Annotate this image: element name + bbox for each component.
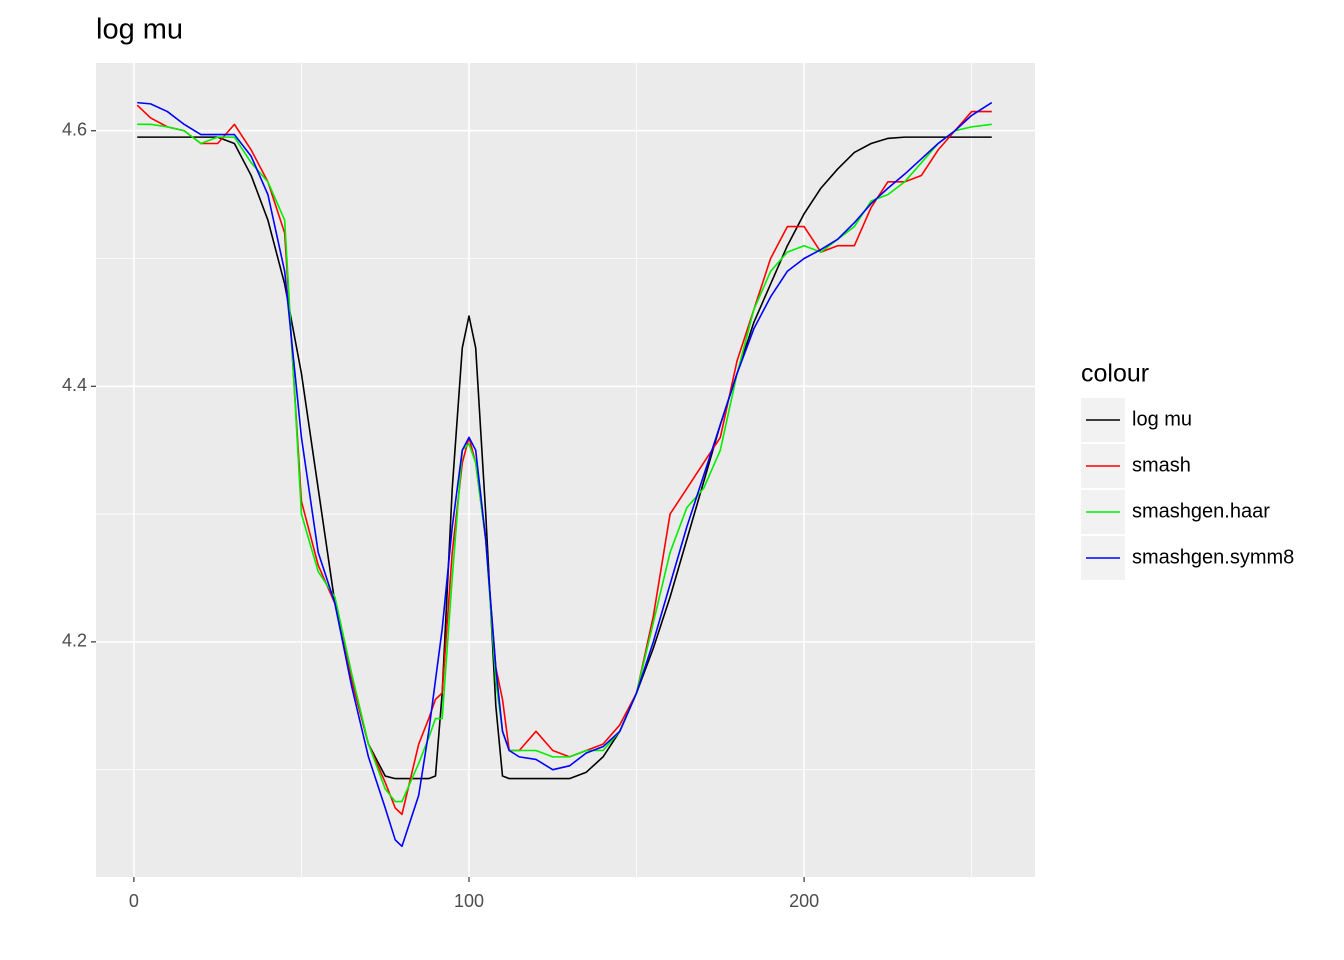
legend-label: smashgen.haar bbox=[1132, 500, 1270, 522]
legend-label: smashgen.symm8 bbox=[1132, 546, 1294, 568]
legend-title: colour bbox=[1081, 360, 1149, 388]
x-tick-label: 0 bbox=[129, 891, 139, 911]
x-tick-label: 200 bbox=[789, 891, 819, 911]
y-tick-label: 4.6 bbox=[62, 119, 87, 139]
chart-title: log mu bbox=[96, 14, 183, 46]
legend-label: smash bbox=[1132, 454, 1191, 476]
series-line bbox=[137, 136, 992, 780]
series-line bbox=[137, 101, 993, 848]
y-tick-label: 4.4 bbox=[62, 375, 87, 395]
y-tick-label: 4.2 bbox=[62, 631, 87, 651]
legend-label: log mu bbox=[1132, 408, 1192, 430]
x-tick-label: 100 bbox=[454, 891, 484, 911]
